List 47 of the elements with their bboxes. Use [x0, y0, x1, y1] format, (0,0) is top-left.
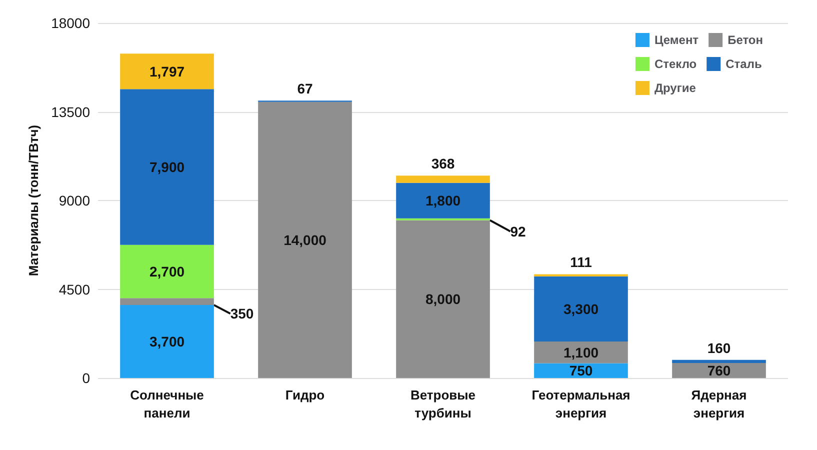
data-label: 350	[230, 306, 254, 322]
y-tick-label: 4500	[58, 281, 90, 298]
x-tick-label: Гидро	[285, 388, 325, 402]
data-label: 1,100	[563, 344, 599, 360]
data-label: 67	[297, 80, 313, 97]
data-label: 92	[510, 223, 526, 240]
y-tick-label: 18000	[51, 15, 90, 31]
legend-label: Бетон	[728, 33, 763, 47]
bar	[258, 102, 352, 378]
data-label: 1,797	[149, 63, 185, 80]
x-tick-label: Геотермальная энергия	[532, 388, 630, 420]
data-label: 2,700	[149, 264, 185, 280]
y-tick-label: 13500	[51, 104, 90, 120]
x-tick-label: Солнечные панели	[130, 388, 204, 420]
data-label: 160	[707, 340, 731, 356]
legend-label: Стекло	[654, 57, 697, 71]
bar	[396, 176, 490, 183]
x-tick-label: Ветровые турбины	[410, 388, 476, 420]
bar	[120, 54, 214, 90]
bar	[120, 89, 214, 245]
bar	[396, 220, 490, 378]
bar	[120, 298, 214, 306]
bar	[120, 244, 214, 298]
bar	[534, 363, 628, 378]
legend-label: Сталь	[726, 57, 762, 71]
data-label: 14,000	[284, 232, 327, 248]
legend-label: Другие	[654, 81, 696, 95]
data-label: 1,800	[425, 192, 461, 209]
data-label: 760	[707, 362, 731, 379]
data-label: 8,000	[425, 291, 461, 308]
data-label: 7,900	[149, 158, 185, 175]
data-label: 3,300	[563, 300, 599, 317]
data-label: 111	[570, 254, 592, 270]
data-label: 3,700	[149, 334, 185, 350]
bar	[672, 360, 766, 364]
data-label: 368	[431, 156, 455, 172]
bar	[672, 363, 766, 378]
x-tick-label: Ядерная энергия	[691, 388, 747, 420]
y-axis-title: Материалы (тонн/ТВтч)	[26, 124, 42, 276]
bar	[534, 276, 628, 342]
y-tick-label: 0	[82, 370, 90, 386]
legend-label: Цемент	[654, 33, 699, 47]
bar	[534, 342, 628, 364]
bar	[396, 182, 490, 218]
y-tick-label: 9000	[58, 192, 90, 208]
bar	[120, 305, 214, 378]
data-label: 750	[569, 362, 593, 379]
